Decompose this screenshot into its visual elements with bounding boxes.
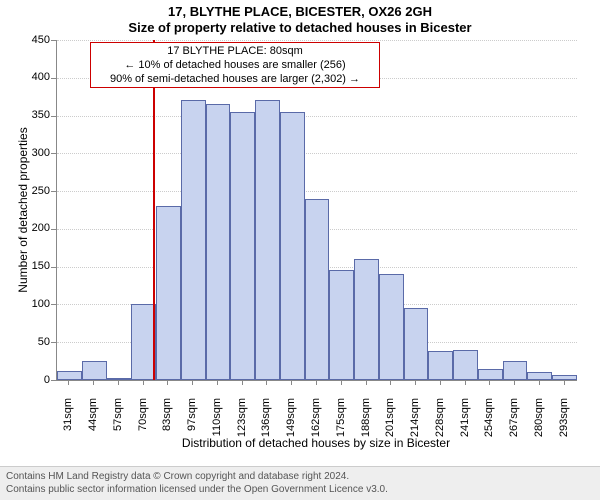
xtick-label: 31sqm	[62, 398, 74, 448]
xtick-label: 57sqm	[112, 398, 124, 448]
xtick-label: 83sqm	[161, 398, 173, 448]
xtick-mark	[489, 380, 490, 385]
xtick-mark	[217, 380, 218, 385]
xtick-label: 149sqm	[285, 398, 297, 448]
xtick-label: 175sqm	[335, 398, 347, 448]
xtick-label: 201sqm	[384, 398, 396, 448]
footer-line2: Contains public sector information licen…	[6, 484, 594, 497]
xtick-label: 228sqm	[434, 398, 446, 448]
xtick-label: 162sqm	[310, 398, 322, 448]
xtick-mark	[192, 380, 193, 385]
histogram-bar	[82, 361, 107, 380]
xtick-label: 293sqm	[558, 398, 570, 448]
ytick-label: 200	[20, 222, 50, 234]
ytick-label: 250	[20, 185, 50, 197]
ytick-label: 300	[20, 147, 50, 159]
page-title: 17, BLYTHE PLACE, BICESTER, OX26 2GH	[0, 4, 600, 20]
xtick-label: 214sqm	[409, 398, 421, 448]
xtick-label: 267sqm	[508, 398, 520, 448]
annotation-line3: 90% of semi-detached houses are larger (…	[95, 73, 375, 87]
xtick-label: 70sqm	[137, 398, 149, 448]
xtick-mark	[242, 380, 243, 385]
histogram-bar	[379, 274, 404, 380]
histogram-bar	[107, 378, 132, 380]
page-subtitle: Size of property relative to detached ho…	[0, 20, 600, 36]
histogram-bar	[230, 112, 255, 380]
y-axis-title: Number of detached properties	[16, 40, 30, 380]
annotation-line2: ← 10% of detached houses are smaller (25…	[95, 59, 375, 73]
grid-line	[57, 116, 577, 117]
ytick-label: 0	[20, 374, 50, 386]
footer-line1: Contains HM Land Registry data © Crown c…	[6, 471, 594, 484]
xtick-mark	[514, 380, 515, 385]
histogram-bar	[478, 369, 503, 380]
histogram-bar	[206, 104, 231, 380]
histogram-bar	[453, 350, 478, 380]
ytick-label: 50	[20, 336, 50, 348]
xtick-label: 254sqm	[483, 398, 495, 448]
grid-line	[57, 153, 577, 154]
histogram-bar	[503, 361, 528, 380]
xtick-mark	[539, 380, 540, 385]
xtick-mark	[167, 380, 168, 385]
ytick-label: 450	[20, 34, 50, 46]
footer: Contains HM Land Registry data © Crown c…	[0, 466, 600, 500]
grid-line	[57, 40, 577, 41]
xtick-mark	[465, 380, 466, 385]
xtick-label: 44sqm	[87, 398, 99, 448]
ytick-mark	[51, 380, 56, 381]
xtick-mark	[291, 380, 292, 385]
histogram-bar	[255, 100, 280, 380]
histogram-bar	[57, 371, 82, 380]
xtick-label: 123sqm	[236, 398, 248, 448]
xtick-label: 280sqm	[533, 398, 545, 448]
histogram-bar	[280, 112, 305, 380]
xtick-mark	[390, 380, 391, 385]
ytick-mark	[51, 153, 56, 154]
annotation-line1: 17 BLYTHE PLACE: 80sqm	[95, 45, 375, 59]
ytick-mark	[51, 78, 56, 79]
plot-area	[56, 40, 577, 381]
xtick-mark	[341, 380, 342, 385]
xtick-mark	[68, 380, 69, 385]
ytick-mark	[51, 229, 56, 230]
ytick-mark	[51, 267, 56, 268]
xtick-mark	[440, 380, 441, 385]
histogram-bar	[181, 100, 206, 380]
xtick-label: 97sqm	[186, 398, 198, 448]
ytick-mark	[51, 40, 56, 41]
xtick-mark	[564, 380, 565, 385]
reference-line	[153, 40, 155, 380]
ytick-label: 150	[20, 260, 50, 272]
ytick-mark	[51, 304, 56, 305]
ytick-label: 400	[20, 71, 50, 83]
histogram-bar	[305, 199, 330, 380]
xtick-mark	[118, 380, 119, 385]
xtick-mark	[415, 380, 416, 385]
chart-container: 17, BLYTHE PLACE, BICESTER, OX26 2GH Siz…	[0, 0, 600, 500]
xtick-mark	[266, 380, 267, 385]
xtick-label: 136sqm	[260, 398, 272, 448]
ytick-mark	[51, 191, 56, 192]
ytick-mark	[51, 342, 56, 343]
ytick-mark	[51, 116, 56, 117]
histogram-bar	[527, 372, 552, 380]
xtick-mark	[143, 380, 144, 385]
histogram-bar	[329, 270, 354, 380]
xtick-mark	[93, 380, 94, 385]
histogram-bar	[354, 259, 379, 380]
xtick-label: 241sqm	[459, 398, 471, 448]
annotation-box: 17 BLYTHE PLACE: 80sqm ← 10% of detached…	[90, 42, 380, 88]
histogram-bar	[404, 308, 429, 380]
grid-line	[57, 191, 577, 192]
ytick-label: 100	[20, 298, 50, 310]
xtick-label: 188sqm	[360, 398, 372, 448]
ytick-label: 350	[20, 109, 50, 121]
xtick-mark	[316, 380, 317, 385]
histogram-bar	[428, 351, 453, 380]
xtick-label: 110sqm	[211, 398, 223, 448]
xtick-mark	[366, 380, 367, 385]
histogram-bar	[552, 375, 577, 380]
histogram-bar	[156, 206, 181, 380]
